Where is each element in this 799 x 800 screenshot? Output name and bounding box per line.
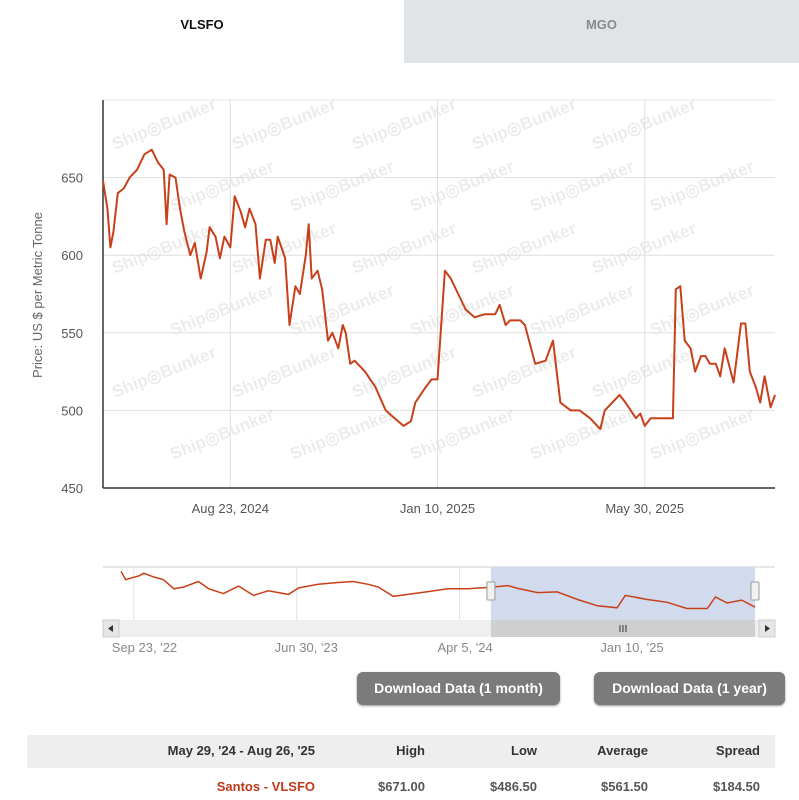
watermark-text: Ship◎Bunker [589, 219, 699, 278]
y-axis-label: Price: US $ per Metric Tonne [30, 212, 45, 378]
watermark-text: Ship◎Bunker [287, 157, 397, 216]
header-spread: Spread [715, 743, 760, 758]
y-tick-label: 650 [61, 171, 83, 186]
watermark-text: Ship◎Bunker [589, 95, 699, 154]
watermark: Ship◎Bunker Ship◎Bunker Ship◎Bunker Ship◎Bu… [109, 95, 757, 464]
watermark-text: Ship◎Bunker [407, 157, 517, 216]
watermark-text: Ship◎Bunker [109, 343, 219, 402]
watermark-text: Ship◎Bunker [469, 219, 579, 278]
stats-header [27, 735, 775, 768]
watermark-text: Ship◎Bunker [229, 343, 339, 402]
watermark-text: Ship◎Bunker [349, 95, 459, 154]
navigator[interactable]: Sep 23, '22 Jun 30, '23 Apr 5, '24 Jan 10, … [102, 566, 776, 655]
average-value: $561.50 [601, 779, 648, 794]
watermark-text: Ship◎Bunker [407, 405, 517, 464]
watermark-text: Ship◎Bunker [647, 405, 757, 464]
watermark-text: Ship◎Bunker [589, 343, 699, 402]
navigator-handle-right[interactable] [750, 581, 760, 601]
arrow-left-icon [108, 625, 113, 632]
price-chart: Ship◎Bunker Ship◎Bunker Ship◎Bunker Ship◎Bu… [30, 95, 776, 655]
y-tick-label: 550 [61, 326, 83, 341]
y-tick-label: 500 [61, 403, 83, 418]
navigator-tick-label: Apr 5, '24 [438, 640, 493, 655]
high-value: $671.00 [378, 779, 425, 794]
navigator-tick-label: Jan 10, '25 [600, 640, 663, 655]
low-value: $486.50 [490, 779, 537, 794]
download-month-button[interactable]: Download Data (1 month) [357, 672, 560, 705]
x-tick-label: May 30, 2025 [605, 501, 684, 516]
spread-value: $184.50 [713, 779, 760, 794]
watermark-text: Ship◎Bunker [167, 281, 277, 340]
navigator-series-line [120, 571, 756, 610]
watermark-text: Ship◎Bunker [469, 95, 579, 154]
watermark-text: Ship◎Bunker [647, 157, 757, 216]
watermark-text: Ship◎Bunker [109, 95, 219, 154]
arrow-right-icon [765, 625, 770, 632]
navigator-selection [490, 567, 755, 620]
watermark-text: Ship◎Bunker [349, 219, 459, 278]
watermark-text: Ship◎Bunker [167, 405, 277, 464]
x-tick-label: Aug 23, 2024 [192, 501, 269, 516]
header-range: May 29, '24 - Aug 26, '25 [167, 743, 315, 758]
x-axis: Aug 23, 2024 Jan 10, 2025 May 30, 2025 [192, 501, 685, 516]
y-tick-label: 600 [61, 248, 83, 263]
download-year-button[interactable]: Download Data (1 year) [594, 672, 785, 705]
y-tick-label: 450 [61, 481, 83, 496]
header-low: Low [511, 743, 537, 758]
x-tick-label: Jan 10, 2025 [400, 501, 475, 516]
watermark-text: Ship◎Bunker [287, 405, 397, 464]
tab-vlsfo[interactable]: VLSFO [0, 0, 404, 63]
navigator-handle-left[interactable] [486, 581, 496, 601]
watermark-text: Ship◎Bunker [527, 281, 637, 340]
y-axis: 450 500 550 600 650 [61, 171, 83, 496]
watermark-text: Ship◎Bunker [167, 157, 277, 216]
header-high: High [396, 743, 425, 758]
watermark-text: Ship◎Bunker [469, 343, 579, 402]
port-link[interactable]: Santos - VLSFO [216, 779, 315, 794]
grid [102, 99, 775, 489]
tab-mgo[interactable]: MGO [404, 0, 799, 63]
watermark-text: Ship◎Bunker [527, 157, 637, 216]
navigator-tick-label: Jun 30, '23 [275, 640, 338, 655]
watermark-text: Ship◎Bunker [229, 95, 339, 154]
navigator-tick-label: Sep 23, '22 [112, 640, 177, 655]
header-average: Average [597, 743, 648, 758]
series-line [102, 148, 776, 430]
